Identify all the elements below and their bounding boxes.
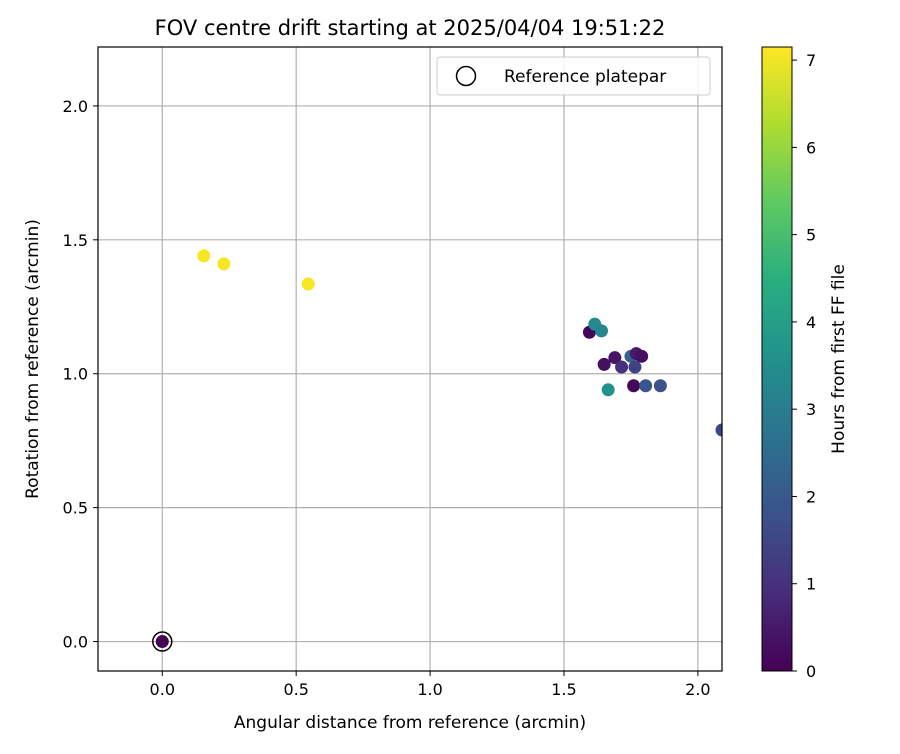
x-tick-label: 1.0 [417,680,442,699]
plot-frame [97,46,723,672]
y-tick-label: 2.0 [63,97,88,116]
scatter-point [597,357,611,371]
x-tick-label: 0.5 [283,680,308,699]
data-points [152,249,722,652]
scatter-point [608,351,622,365]
legend-box [436,56,711,96]
colorbar: 0 1 2 3 4 5 6 7 Hours from first FF file [761,46,849,681]
y-tick-label: 0.0 [63,633,88,652]
y-axis-label: Rotation from reference (arcmin) [23,219,43,499]
scatter-point [615,360,629,374]
colorbar-gradient [761,46,793,672]
colorbar-tick-label: 5 [806,226,816,245]
scatter-point [653,379,667,393]
scatter-point [601,383,615,397]
colorbar-tick-label: 3 [806,400,816,419]
colorbar-tick-label: 7 [806,51,816,70]
x-tick-label: 0.0 [150,680,175,699]
y-tick-label: 1.0 [63,365,88,384]
scatter-point [301,277,315,291]
scatter-point [217,257,231,271]
colorbar-tick-label: 1 [806,575,816,594]
legend: Reference platepar [436,56,711,96]
colorbar-ticks: 0 1 2 3 4 5 6 7 [792,51,816,681]
x-axis-label: Angular distance from reference (arcmin) [234,713,586,733]
x-axis-ticks: 0.0 0.5 1.0 1.5 2.0 [150,671,711,699]
colorbar-label: Hours from first FF file [829,264,849,454]
scatter-point [197,249,211,263]
colorbar-tick-label: 4 [806,313,816,332]
scatter-point [594,324,608,338]
y-tick-label: 1.5 [63,231,88,250]
legend-label-reference: Reference platepar [504,67,666,87]
chart-title: FOV centre drift starting at 2025/04/04 … [155,16,666,40]
grid-lines [98,47,722,671]
colorbar-tick-label: 6 [806,138,816,157]
scatter-point [635,349,649,363]
y-tick-label: 0.5 [63,499,88,518]
x-tick-label: 1.5 [551,680,576,699]
scatter-point [627,379,641,393]
scatter-point [155,635,169,649]
scatter-point [639,379,653,393]
x-tick-label: 2.0 [685,680,710,699]
y-axis-ticks: 0.0 0.5 1.0 1.5 2.0 [63,97,98,652]
scatter-point [715,423,722,437]
colorbar-tick-label: 0 [806,662,816,681]
reference-platepar-marker [152,631,173,652]
legend-marker-reference [455,65,477,87]
colorbar-tick-label: 2 [806,487,816,506]
scatter-point [628,360,642,374]
